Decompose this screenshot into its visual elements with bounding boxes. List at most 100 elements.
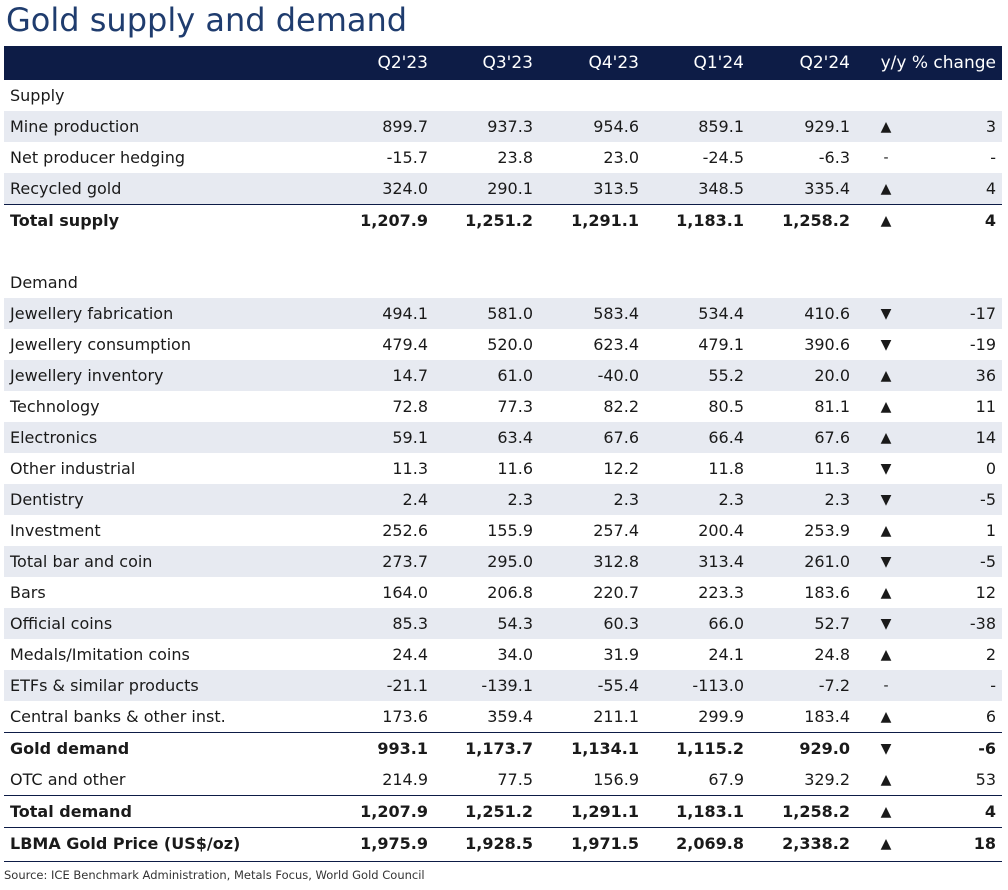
value-cell: 72.8 [392,397,428,416]
yy-change-cell: 3 [985,117,996,136]
value-cell: 14.7 [392,366,428,385]
up-arrow-icon: ▲ [880,212,892,229]
value-cell: 2.3 [718,490,744,509]
value-cell: 261.0 [804,552,850,571]
up-arrow-icon: ▲ [880,803,892,820]
yy-change-cell: -19 [969,335,996,354]
table-row: OTC and other 214.9 77.5 156.9 67.9 329.2 ▲ 53 [4,764,1002,795]
value-cell: 479.4 [382,335,428,354]
value-cell: 11.8 [708,459,744,478]
table-row: Investment 252.6 155.9 257.4 200.4 253.9 ▲ 1 [4,515,1002,546]
table-row: Recycled gold 324.0 290.1 313.5 348.5 335.4 ▲ 4 [4,173,1002,204]
value-cell: -15.7 [386,148,428,167]
value-cell: 257.4 [593,521,639,540]
yy-change-cell: 11 [975,397,996,416]
row-label: Jewellery fabrication [10,304,174,323]
yy-change-cell: -17 [969,304,996,323]
supply-demand-table: Q2'23 Q3'23 Q4'23 Q1'24 Q2'24 y/y % chan… [4,46,1002,859]
table-row: Total bar and coin 273.7 295.0 312.8 313.4 26… [4,546,1002,577]
table-row: Dentistry 2.4 2.3 2.3 2.3 2.3 ▼ -5 [4,484,1002,515]
total-row: Total demand 1,207.9 1,251.2 1,291.1 1,183.1… [4,795,1002,827]
value-cell: 11.3 [392,459,428,478]
up-arrow-icon: ▲ [880,398,892,415]
yy-change-cell: 14 [975,428,996,447]
value-cell: 206.8 [487,583,533,602]
row-label: Mine production [10,117,140,136]
value-cell: 1,975.9 [360,834,428,853]
section-label: Supply [10,86,65,105]
value-cell: 1,207.9 [360,211,428,230]
down-arrow-icon: ▼ [880,460,892,477]
up-arrow-icon: ▲ [880,522,892,539]
yy-change-cell: - [990,148,996,167]
value-cell: 253.9 [804,521,850,540]
table-row: Official coins 85.3 54.3 60.3 66.0 52.7 ▼ -38 [4,608,1002,639]
value-cell: 24.1 [708,645,744,664]
section-label: Demand [10,273,78,292]
value-cell: -113.0 [692,676,744,695]
value-cell: 60.3 [603,614,639,633]
value-cell: 2.3 [507,490,533,509]
value-cell: 494.1 [382,304,428,323]
value-cell: 66.0 [708,614,744,633]
value-cell: 252.6 [382,521,428,540]
table-row: Mine production 899.7 937.3 954.6 859.1 929.1… [4,111,1002,142]
table-row: Medals/Imitation coins 24.4 34.0 31.9 24.1 24… [4,639,1002,670]
value-cell: 929.1 [804,117,850,136]
value-cell: -6.3 [818,148,850,167]
value-cell: 534.4 [698,304,744,323]
row-label: LBMA Gold Price (US$/oz) [10,834,241,853]
value-cell: 11.3 [814,459,850,478]
row-label: Investment [10,521,101,540]
yy-change-cell: -5 [980,490,996,509]
value-cell: 183.6 [804,583,850,602]
value-cell: 66.4 [708,428,744,447]
value-cell: 24.4 [392,645,428,664]
value-cell: 1,258.2 [782,802,850,821]
value-cell: 2.4 [402,490,428,509]
table-row: Bars 164.0 206.8 220.7 223.3 183.6 ▲ 12 [4,577,1002,608]
value-cell: 410.6 [804,304,850,323]
value-cell: 359.4 [487,707,533,726]
table-row: Jewellery consumption 479.4 520.0 623.4 479.… [4,329,1002,360]
value-cell: 52.7 [814,614,850,633]
down-arrow-icon: ▼ [880,740,892,757]
yy-change-cell: 1 [985,521,996,540]
value-cell: -24.5 [702,148,744,167]
value-cell: 20.0 [814,366,850,385]
value-cell: 1,928.5 [465,834,533,853]
value-cell: 214.9 [382,770,428,789]
value-cell: 1,291.1 [571,802,639,821]
row-label: ETFs & similar products [10,676,199,695]
value-cell: 2,069.8 [676,834,744,853]
row-label: Recycled gold [10,179,122,198]
value-cell: 1,173.7 [465,739,533,758]
yy-change-cell: 4 [984,211,996,230]
total-row: Total supply 1,207.9 1,251.2 1,291.1 1,183.1… [4,204,1002,236]
value-cell: 1,971.5 [571,834,639,853]
yy-change-cell: 6 [985,707,996,726]
value-cell: 80.5 [708,397,744,416]
yy-change-cell: -6 [978,739,996,758]
value-cell: 2.3 [824,490,850,509]
row-label: Bars [10,583,46,602]
section-header-row: Supply [4,80,1002,111]
value-cell: 2,338.2 [782,834,850,853]
value-cell: -21.1 [386,676,428,695]
table-row: Central banks & other inst. 173.6 359.4 211… [4,701,1002,732]
down-arrow-icon: ▼ [880,491,892,508]
value-cell: 520.0 [487,335,533,354]
col-header-yy-change: y/y % change [880,53,996,73]
table-spacer-row [4,236,1002,267]
yy-change-cell: 4 [985,179,996,198]
row-label: OTC and other [10,770,126,789]
value-cell: 312.8 [593,552,639,571]
section-header-row: Demand [4,267,1002,298]
value-cell: 183.4 [804,707,850,726]
value-cell: 55.2 [708,366,744,385]
col-header-q1-24: Q1'24 [693,53,744,73]
value-cell: -55.4 [597,676,639,695]
value-cell: 313.5 [593,179,639,198]
yy-change-cell: -5 [980,552,996,571]
value-cell: 313.4 [698,552,744,571]
